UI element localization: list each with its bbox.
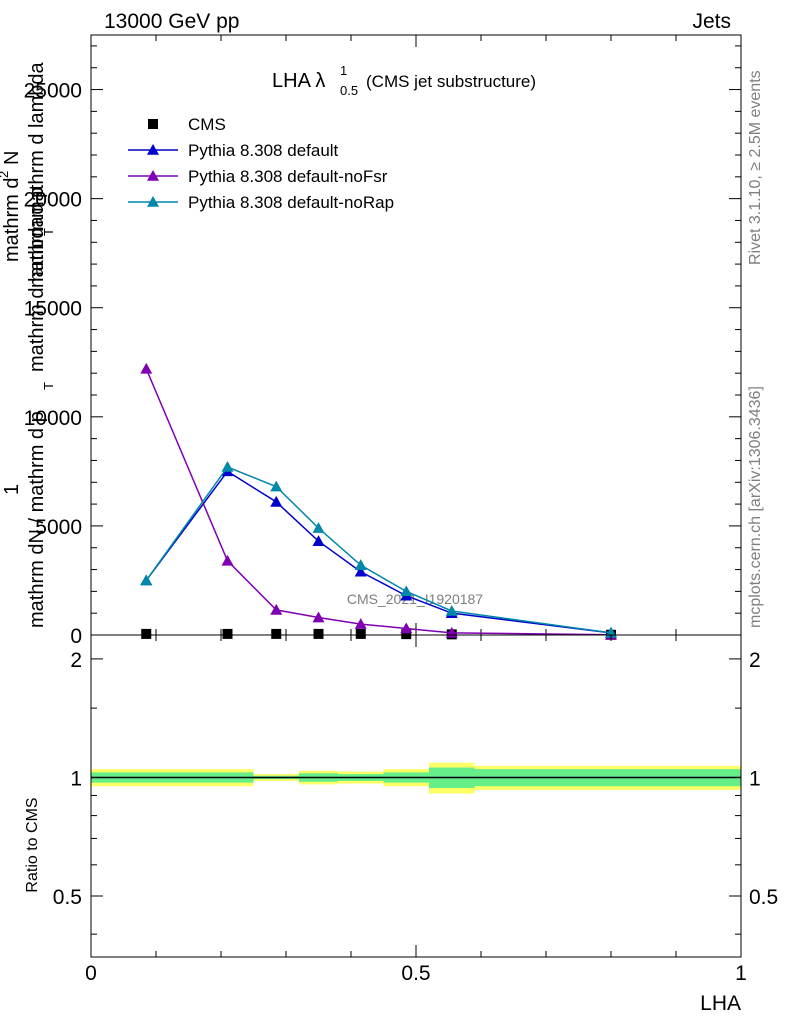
series-3 bbox=[140, 461, 617, 638]
x-axis-label: LHA bbox=[700, 992, 741, 1015]
main-panel: 0 5000 10000 15000 20000 25000 bbox=[24, 34, 742, 648]
series-line-3 bbox=[145, 466, 612, 634]
series-point-3 bbox=[354, 559, 367, 570]
series-point-2 bbox=[221, 554, 234, 566]
ratio-ytick-label-left: 0.5 bbox=[53, 886, 82, 909]
legend: CMS Pythia 8.308 default Pythia 8.308 defa… bbox=[128, 115, 394, 212]
ratio-ytick-label-right: 2 bbox=[749, 649, 761, 672]
legend-label-0: CMS bbox=[188, 115, 226, 134]
series-line-2 bbox=[145, 368, 612, 636]
title-sup: 1 bbox=[340, 63, 347, 78]
series-1 bbox=[140, 465, 617, 638]
legend-marker-2 bbox=[147, 170, 159, 181]
ratio-frame bbox=[90, 634, 742, 958]
ylabel-line-3: T bbox=[41, 382, 56, 390]
ylabel-line-1: 1 bbox=[1, 484, 23, 495]
cms-point bbox=[313, 628, 324, 639]
cms-point bbox=[401, 629, 412, 640]
main-ytick-label: 5000 bbox=[35, 516, 82, 539]
main-ytick-label: 10000 bbox=[24, 407, 82, 430]
main-title: LHA λ 1 0.5 (CMS jet substructure) bbox=[272, 63, 536, 98]
cms-point bbox=[222, 628, 233, 639]
series-point-3 bbox=[140, 574, 153, 586]
series-point-1 bbox=[312, 535, 325, 546]
ylabel-line-8: mathrm d p bbox=[26, 187, 48, 288]
legend-label-1: Pythia 8.308 default bbox=[188, 141, 339, 160]
header-left: 13000 GeV pp bbox=[104, 10, 239, 33]
xtick-label: 1 bbox=[735, 962, 747, 985]
main-ytick-label: 0 bbox=[70, 625, 82, 648]
title-main: LHA λ bbox=[272, 70, 325, 92]
series-point-2 bbox=[400, 622, 413, 634]
series-point-2 bbox=[270, 603, 283, 615]
side-label-bottom: mcplots.cern.ch [arXiv:1306.3436] bbox=[747, 386, 764, 628]
xtick-label: 0.5 bbox=[401, 962, 430, 985]
ylabel-line-5: mathrm d bbox=[1, 178, 23, 262]
legend-marker-cms bbox=[148, 119, 158, 129]
series-point-2 bbox=[354, 618, 367, 629]
main-ytick-label: 20000 bbox=[24, 189, 82, 212]
series-2 bbox=[140, 362, 617, 640]
series-point-1 bbox=[354, 565, 367, 577]
cms-point bbox=[141, 628, 152, 639]
series-point-3 bbox=[221, 461, 234, 472]
ratio-ytick-label-right: 0.5 bbox=[749, 886, 778, 909]
title-note: (CMS jet substructure) bbox=[366, 72, 536, 91]
main-ytick-label: 15000 bbox=[24, 298, 82, 321]
main-ytick-label: 25000 bbox=[24, 80, 82, 103]
title-sub: 0.5 bbox=[340, 83, 358, 98]
ylabel-line-4: mathrm d lambda bbox=[26, 216, 48, 372]
series-point-1 bbox=[270, 495, 283, 507]
ylabel-line-9: T bbox=[41, 228, 56, 236]
legend-marker-3 bbox=[147, 196, 159, 207]
main-ylabel: 1 mathrm dN / mathrm d p T mathrm d lamb… bbox=[0, 62, 56, 628]
series-point-2 bbox=[140, 362, 153, 374]
side-label-top: Rivet 3.1.10, ≥ 2.5M events bbox=[747, 70, 764, 265]
ylabel-line-2: mathrm dN / mathrm d p bbox=[26, 411, 48, 628]
xtick-label: 0 bbox=[85, 962, 97, 985]
ylabel-line-10: mathrm d lambda bbox=[26, 62, 48, 218]
series-point-3 bbox=[400, 585, 413, 597]
series-point-3 bbox=[445, 605, 458, 616]
ylabel-line-7: N bbox=[1, 151, 23, 165]
series-point-3 bbox=[270, 480, 283, 492]
svg-text:LHA λ: LHA λ bbox=[272, 70, 325, 92]
series-point-3 bbox=[312, 522, 325, 533]
legend-label-2: Pythia 8.308 default-noFsr bbox=[188, 167, 388, 186]
ratio-ytick-label-left: 2 bbox=[70, 649, 82, 672]
ratio-ylabel: Ratio to CMS bbox=[24, 797, 41, 892]
series-point-2 bbox=[312, 611, 325, 623]
series-line-1 bbox=[145, 470, 612, 634]
legend-marker-1 bbox=[147, 144, 159, 155]
legend-label-3: Pythia 8.308 default-noRap bbox=[188, 193, 394, 212]
cms-point bbox=[355, 628, 366, 639]
cms-point bbox=[271, 628, 282, 639]
ratio-ytick-label-right: 1 bbox=[749, 767, 761, 790]
ylabel-line-6: 2 bbox=[0, 171, 11, 178]
ratio-panel: 0.5 0.5 1 1 2 2 0 0.5 1 bbox=[53, 634, 778, 985]
ratio-ytick-label-left: 1 bbox=[70, 767, 82, 790]
header-right: Jets bbox=[692, 10, 731, 33]
